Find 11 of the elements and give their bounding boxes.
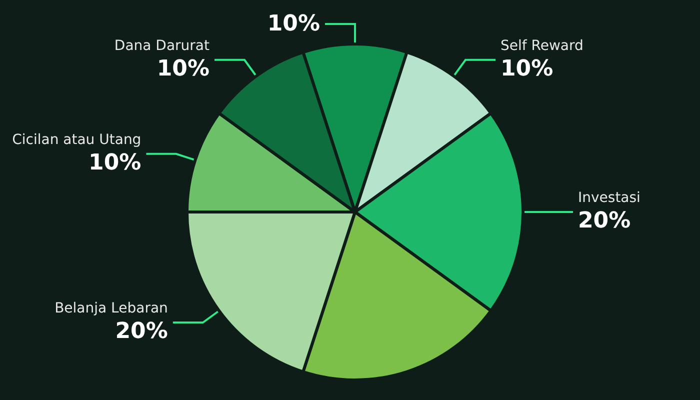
data-label: 10%: [500, 56, 554, 82]
slice-label: Belanja Lebaran: [54, 300, 168, 317]
data-label: 20%: [115, 319, 168, 344]
slice-label: Self Reward: [500, 38, 584, 54]
data-label: 10%: [156, 56, 210, 82]
data-label: 20%: [578, 208, 631, 234]
slice-label: Dana Darurat: [114, 38, 210, 54]
data-label: 10%: [267, 12, 320, 36]
data-label: 10%: [88, 150, 142, 176]
slice-label: Cicilan atau Utang: [12, 132, 142, 148]
slice-label: Investasi: [578, 190, 640, 206]
